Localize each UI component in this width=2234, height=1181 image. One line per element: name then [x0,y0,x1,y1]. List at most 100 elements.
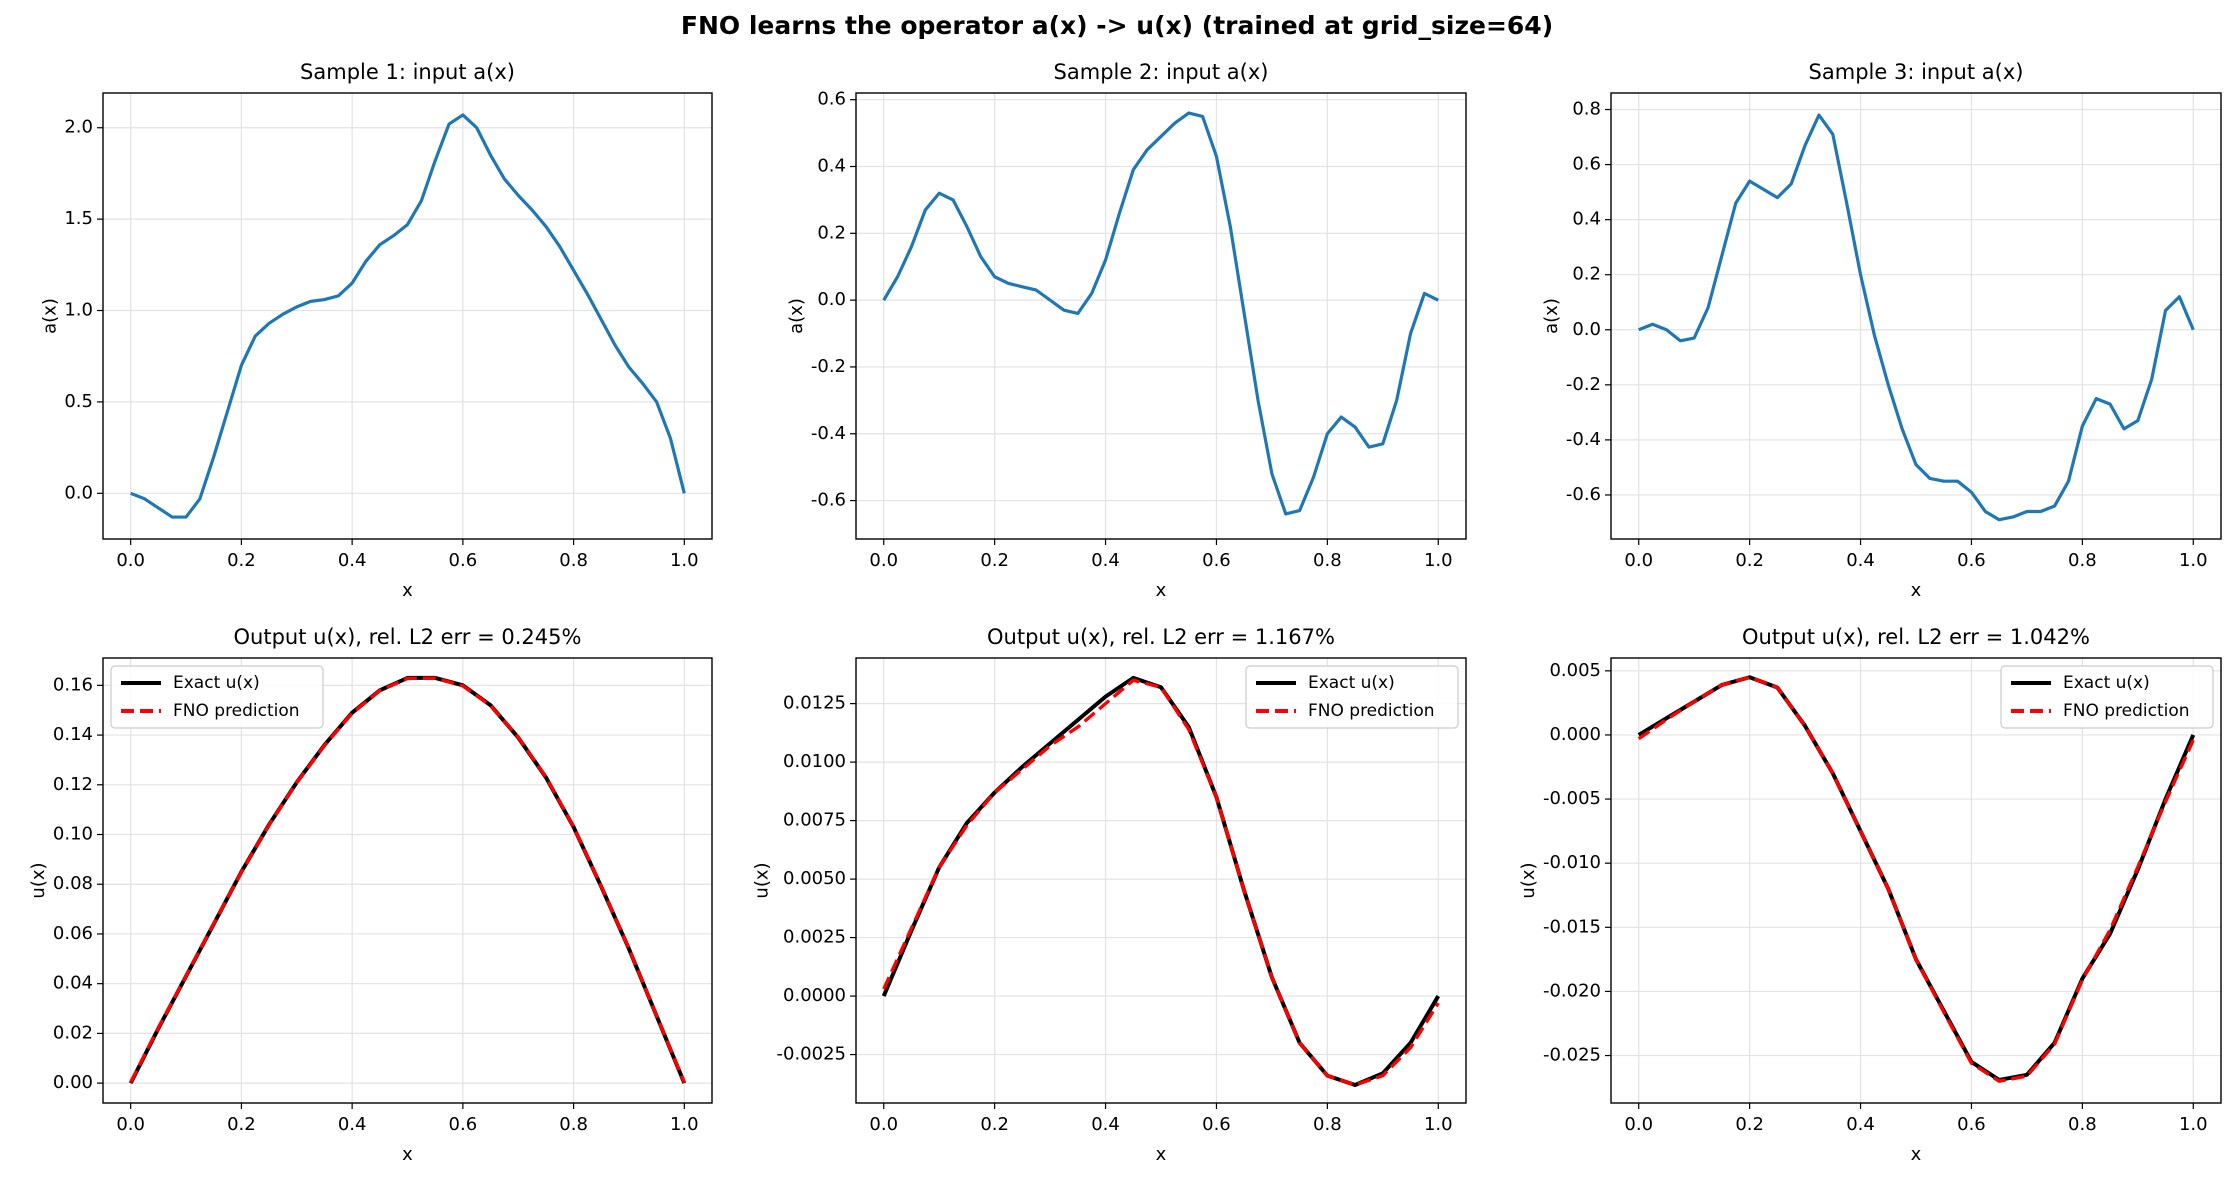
x-tick-label: 0.4 [1091,1114,1120,1135]
y-tick-label: 0.4 [817,155,846,176]
subplot: -0.0025 0.0000 0.0025 0.0050 0.0075 0.0100 0.0… [752,625,1467,1165]
axes-frame [855,92,1467,540]
y-axis-label: u(x) [1518,862,1539,898]
x-tick-label: 0.0 [116,1114,145,1135]
subplot-title: Sample 2: input a(x) [1054,60,1269,84]
subplot: -0.025 -0.020 -0.015 -0.010 -0.005 0.000 0.005… [1518,625,2222,1165]
data-line [129,676,686,1084]
subplot-title: Output u(x), rel. L2 err = 1.167% [987,625,1335,649]
legend-label: Exact u(x) [173,673,260,693]
legend-label: FNO prediction [1308,701,1435,721]
legend: Exact u(x) FNO prediction [1245,665,1459,729]
x-tick-label: 0.8 [2068,550,2097,571]
x-tick-label: 0.2 [227,550,256,571]
y-tick-label: 0.4 [1572,209,1601,230]
legend-label: FNO prediction [173,701,300,721]
y-tick-label: 0.10 [53,824,93,845]
y-tick-label: -0.0025 [777,1044,846,1065]
y-tick-label: 0.02 [53,1022,93,1043]
y-tick-label: -0.010 [1543,852,1601,873]
y-tick-label: -0.4 [811,423,846,444]
axes-frame [855,657,1467,1104]
x-tick-label: 0.4 [338,550,367,571]
x-tick-label: 1.0 [670,1114,699,1135]
x-tick-label: 1.0 [1424,550,1453,571]
y-tick-label: 0.2 [1572,264,1601,285]
x-tick-label: 0.2 [1735,550,1764,571]
x-tick-label: 0.2 [980,550,1009,571]
x-tick-label: 0.6 [449,1114,478,1135]
y-tick-label: -0.005 [1543,788,1601,809]
legend-label: FNO prediction [2063,701,2190,721]
y-axis-label: a(x) [1541,298,1562,334]
data-line [882,678,1440,1087]
legend-box [1245,665,1459,729]
x-tick-label: 0.4 [1846,1114,1875,1135]
subplot-title: Output u(x), rel. L2 err = 0.245% [234,625,582,649]
y-tick-label: 1.5 [64,208,93,229]
legend: Exact u(x) FNO prediction [110,665,324,729]
y-tick-label: 0.0 [1572,319,1601,340]
x-tick-label: 0.0 [1624,1114,1653,1135]
x-tick-label: 0.8 [1313,550,1342,571]
x-tick-label: 0.8 [2068,1114,2097,1135]
x-tick-label: 0.2 [1735,1114,1764,1135]
x-tick-label: 0.0 [116,550,145,571]
subplot-title: Sample 3: input a(x) [1809,60,2024,84]
y-axis-label: a(x) [39,298,60,334]
axes-frame [1610,92,2222,540]
x-tick-label: 0.4 [1091,550,1120,571]
x-axis-label: x [1911,580,1922,601]
figure-title: FNO learns the operator a(x) -> u(x) (tr… [681,11,1553,40]
data-line [1638,113,2195,522]
x-axis-label: x [402,1144,413,1165]
x-tick-label: 0.6 [449,550,478,571]
y-tick-label: 0.00 [53,1072,93,1093]
x-tick-label: 0.6 [1957,550,1986,571]
y-tick-label: 0.0 [817,289,846,310]
x-tick-label: 0.6 [1202,1114,1231,1135]
y-tick-label: 0.6 [1572,154,1601,175]
y-axis-label: u(x) [28,862,49,898]
y-tick-label: -0.4 [1566,429,1601,450]
y-tick-label: 0.12 [53,774,93,795]
x-tick-label: 0.6 [1957,1114,1986,1135]
legend-box [110,665,324,729]
y-tick-label: 0.14 [53,724,93,745]
x-tick-label: 0.0 [1624,550,1653,571]
x-axis-label: x [1911,1144,1922,1165]
y-tick-label: 0.0050 [783,868,846,889]
y-tick-label: 0.16 [53,674,93,695]
axes-frame [1610,657,2222,1104]
subplot: -0.6 -0.4 -0.2 0.0 0.2 0.4 0.6 0.8 0.0 0.2 0.4 0.6 0… [1541,60,2222,601]
x-tick-label: 0.8 [559,550,588,571]
subplot: 0.0 0.5 1.0 1.5 2.0 0.0 0.2 0.4 0.6 0.8 1.0 Sample … [39,60,713,601]
x-tick-label: 0.2 [227,1114,256,1135]
axes-frame [102,657,713,1104]
x-axis-label: x [402,580,413,601]
y-tick-label: -0.6 [1566,484,1601,505]
y-tick-label: 2.0 [64,117,93,138]
x-tick-label: 0.8 [559,1114,588,1135]
y-tick-label: -0.015 [1543,916,1601,937]
y-tick-label: 0.2 [817,222,846,243]
x-axis-label: x [1156,580,1167,601]
x-tick-label: 0.4 [1846,550,1875,571]
y-tick-label: -0.6 [811,490,846,511]
subplot-title: Sample 1: input a(x) [300,60,515,84]
y-tick-label: 0.0025 [783,927,846,948]
y-tick-label: 0.5 [64,391,93,412]
y-tick-label: -0.2 [811,356,846,377]
legend: Exact u(x) FNO prediction [2000,665,2214,729]
y-tick-label: 0.04 [53,973,93,994]
legend-label: Exact u(x) [2063,673,2150,693]
x-tick-label: 1.0 [1424,1114,1453,1135]
y-tick-label: -0.2 [1566,374,1601,395]
y-tick-label: -0.025 [1543,1045,1601,1066]
y-axis-label: a(x) [786,298,807,334]
x-tick-label: 0.4 [338,1114,367,1135]
y-tick-label: 0.0100 [783,751,846,772]
